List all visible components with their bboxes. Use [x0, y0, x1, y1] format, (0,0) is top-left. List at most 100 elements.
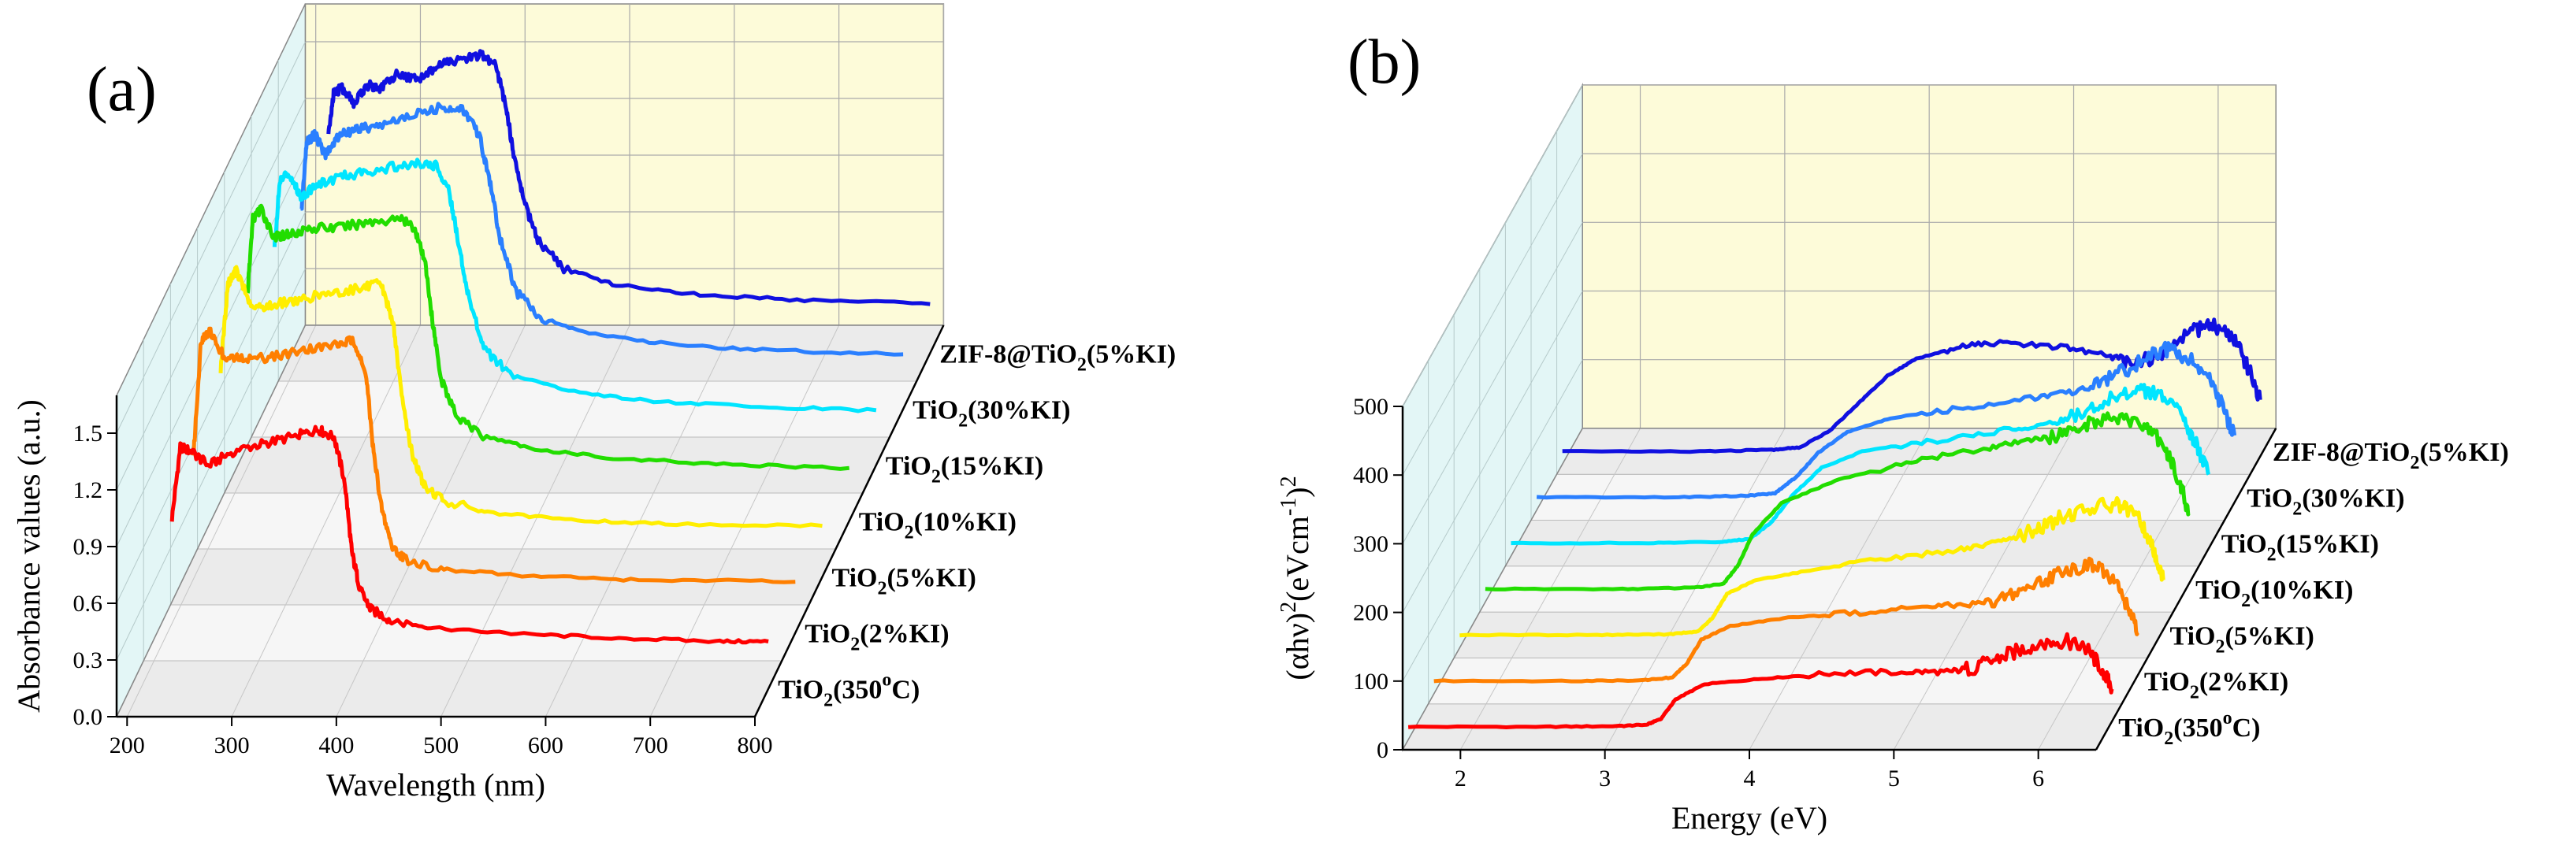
- series-line: [169, 424, 769, 645]
- series-label-part: (15%KI): [2277, 530, 2379, 559]
- series-label-part: TiO: [859, 508, 905, 537]
- y-axis-title-part: (αhν): [1280, 613, 1315, 680]
- series-label: TiO2(5%KI): [832, 564, 976, 599]
- y-tick-label: 1.5: [73, 421, 103, 447]
- side-wall-gridline: [116, 98, 306, 491]
- series-label-part: 2: [2190, 683, 2199, 703]
- series-label-part: (30%KI): [968, 396, 1070, 425]
- series-label-part: ZIF-8@TiO: [939, 340, 1077, 369]
- series-label-part: C): [891, 676, 920, 705]
- series-label-part: (10%KI): [914, 508, 1017, 537]
- side-wall-gridline: [116, 41, 306, 434]
- series-0: TiO2(350oC): [169, 424, 920, 711]
- series-line: [245, 203, 849, 471]
- series-label-part: 2: [2164, 729, 2173, 749]
- y-tick-label: 0.6: [73, 591, 103, 617]
- series-label-part: (350: [2173, 714, 2222, 743]
- side-wall-gridline: [116, 211, 306, 604]
- x-tick-label: 300: [214, 732, 250, 758]
- series-label-part: o: [882, 670, 891, 691]
- side-wall-gridline: [1402, 153, 1583, 476]
- x-tick-label: 4: [1744, 766, 1756, 792]
- series-label-part: 2: [850, 635, 860, 655]
- floor-gridline: [1893, 428, 2074, 751]
- series-line: [191, 326, 796, 584]
- y-axis-title-part: (eVcm: [1280, 516, 1315, 602]
- floor-gridline: [231, 324, 421, 717]
- series-label-part: 2: [2292, 499, 2302, 519]
- series-1: TiO2(2%KI): [1433, 556, 2288, 703]
- series-2: TiO2(5%KI): [1459, 495, 2314, 657]
- x-tick-label: 6: [2032, 766, 2044, 792]
- series-6: ZIF-8@TiO2(5%KI): [326, 49, 1176, 376]
- axes: 2 3 4 5 6 0 100 200 300 400 500: [1353, 394, 2277, 792]
- series-label-part: TiO: [2118, 714, 2164, 743]
- series-label-part: TiO: [2247, 484, 2292, 513]
- depth-axis-line: [753, 324, 945, 717]
- y-tick-label: 0: [1377, 737, 1388, 763]
- x-tick-label: 800: [738, 732, 773, 758]
- x-tick-label: 400: [318, 732, 354, 758]
- side-wall-gridline: [116, 154, 306, 547]
- series-label-part: 2: [2241, 591, 2251, 611]
- x-tick-label: 2: [1455, 766, 1466, 792]
- series-label: TiO2(30%KI): [2247, 484, 2404, 519]
- series-label: TiO2(10%KI): [2195, 576, 2353, 611]
- series-4: TiO2 (15%KI): [1511, 383, 2379, 565]
- series-label: TiO2(350oC): [2118, 708, 2260, 749]
- series-label: TiO2(10%KI): [859, 508, 1017, 543]
- series-label-part: (5%KI): [2419, 438, 2508, 467]
- floor-gridline: [336, 324, 526, 717]
- x-axis-title: Energy (eV): [1671, 800, 1827, 836]
- series-label-part: 2: [905, 523, 914, 543]
- x-tick-label: 200: [110, 732, 145, 758]
- series-1: TiO2(2%KI): [191, 326, 950, 655]
- series-line: [1485, 411, 2191, 591]
- y-tick-label: 200: [1353, 600, 1388, 626]
- series-0: TiO2(350oC): [1407, 632, 2260, 749]
- panel-label: (b): [1347, 28, 1421, 97]
- series-label-part: TiO: [778, 676, 823, 705]
- x-tick-label: 3: [1599, 766, 1611, 792]
- back-wall: [1582, 84, 2277, 429]
- series-label-part: TiO: [832, 564, 878, 593]
- series-label: TiO2(30%KI): [913, 396, 1070, 432]
- series-label-part: (15%KI): [941, 452, 1043, 481]
- y-tick-label: 100: [1353, 669, 1388, 695]
- floor-gridline: [1749, 428, 1930, 751]
- series-line: [1511, 383, 2211, 546]
- y-tick-label: 500: [1353, 394, 1388, 420]
- x-tick-label: 500: [423, 732, 459, 758]
- y-axis-title: (αhν)2(eVcm-1)2: [1277, 476, 1315, 680]
- series-label-part: TiO: [886, 452, 931, 481]
- y-tick-label: 1.2: [73, 477, 103, 503]
- series-line: [1459, 495, 2165, 638]
- series-label-part: TiO: [2195, 576, 2241, 605]
- series-label-part: (5%KI): [2225, 621, 2314, 651]
- series-5: TiO2(30%KI): [1536, 340, 2405, 519]
- floor-gridline: [126, 324, 317, 717]
- y-tick-label: 0.0: [73, 704, 103, 730]
- series-4: TiO2(15%KI): [272, 158, 1043, 488]
- series-label-part: TiO: [2170, 621, 2216, 651]
- series-line: [1562, 317, 2262, 454]
- series-label: ZIF-8@TiO2(5%KI): [2273, 438, 2509, 473]
- series-line: [218, 265, 823, 528]
- series-2: TiO2(5%KI): [218, 265, 976, 599]
- y-tick-label: 0.9: [73, 534, 103, 560]
- depth-axis-line: [2095, 428, 2277, 751]
- y-axis-title: Absorbance values (a.u.): [11, 399, 46, 713]
- series-label-part: (5%KI): [1087, 340, 1176, 369]
- series-label-part: (5%KI): [887, 564, 976, 593]
- y-axis-title-part: 2: [1277, 476, 1301, 487]
- series-label: TiO2(350oC): [778, 670, 920, 711]
- y-tick-label: 0.3: [73, 647, 103, 673]
- series-label-part: TiO: [805, 620, 850, 649]
- y-axis-title-part: ): [1280, 487, 1315, 497]
- floor-gridline: [440, 324, 630, 717]
- y-axis-title-part: 2: [1277, 602, 1301, 613]
- x-tick-label: 700: [633, 732, 668, 758]
- series-line: [326, 49, 931, 306]
